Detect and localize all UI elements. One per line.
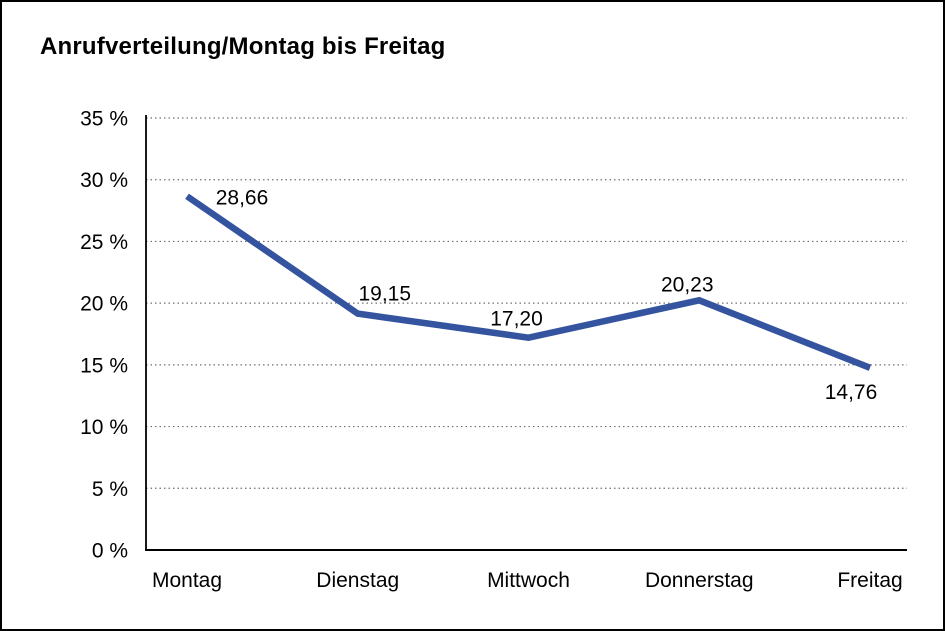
y-tick-label: 5 % [92, 478, 128, 501]
x-category-label: Donnerstag [645, 569, 754, 592]
data-point-label: 14,76 [825, 381, 878, 404]
y-tick-label: 10 % [80, 416, 128, 439]
x-category-label: Dienstag [316, 569, 399, 592]
y-tick-label: 35 % [80, 108, 128, 131]
y-tick-label: 0 % [92, 540, 128, 563]
data-series-line [185, 193, 872, 371]
chart-title: Anrufverteilung/Montag bis Freitag [40, 33, 446, 60]
x-category-label: Freitag [837, 569, 902, 592]
data-point-label: 19,15 [358, 283, 411, 306]
data-point-label: 20,23 [661, 273, 714, 296]
x-category-label: Montag [152, 569, 222, 592]
y-tick-label: 15 % [80, 354, 128, 377]
y-tick-label: 30 % [80, 169, 128, 192]
y-tick-label: 20 % [80, 293, 128, 316]
data-point-label: 17,20 [490, 308, 543, 331]
y-tick-label: 25 % [80, 231, 128, 254]
x-category-label: Mittwoch [487, 569, 570, 592]
data-point-label: 28,66 [216, 186, 269, 209]
